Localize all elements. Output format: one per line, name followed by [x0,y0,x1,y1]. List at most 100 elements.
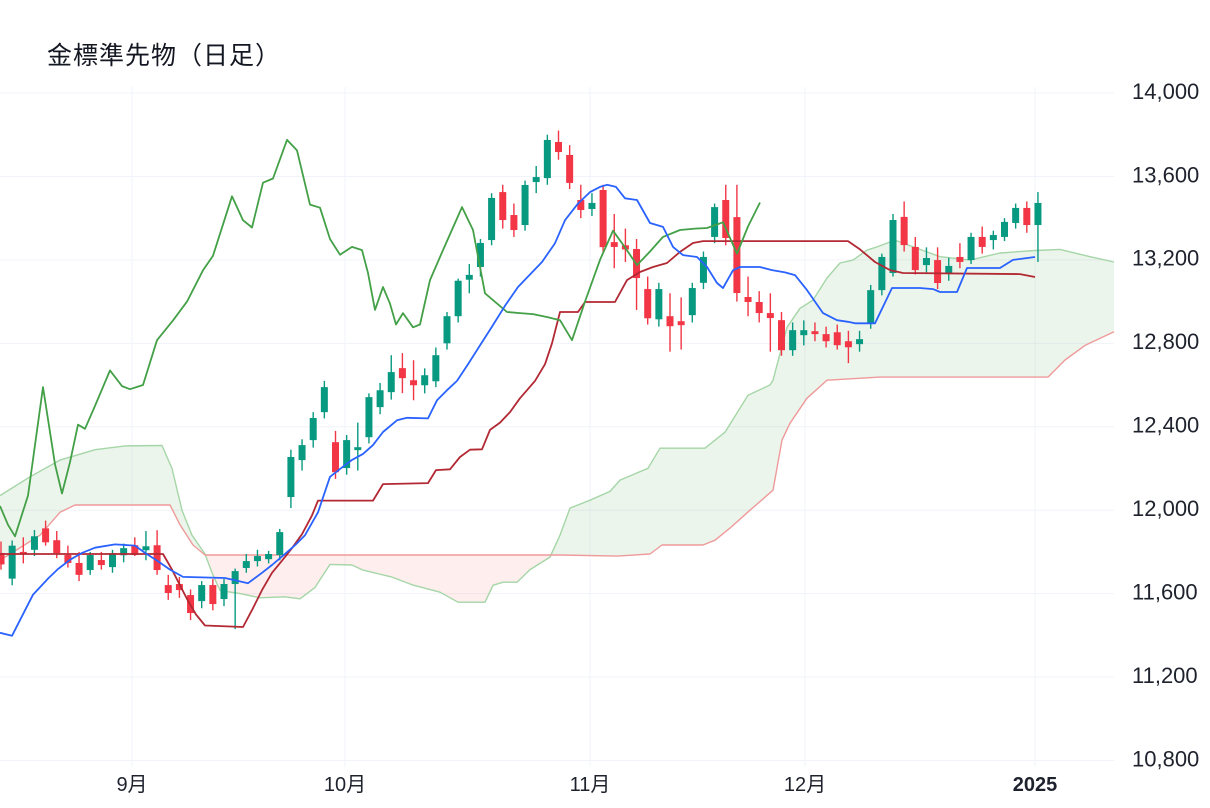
candle [354,422,362,471]
candle-body [131,545,139,556]
candle-body [332,442,339,473]
grid-lines [0,87,1114,767]
candle-body [30,536,38,550]
cloud-bear-region [205,554,551,603]
candle [209,579,217,611]
candle [42,520,50,546]
y-axis-label: 14,000 [1132,79,1199,104]
candle-body [499,192,507,221]
candle-body [309,417,317,441]
candle-body [733,217,741,294]
candle [599,184,607,252]
candle [644,276,652,325]
candle-body [655,289,663,320]
candle [298,439,306,471]
candle [521,180,529,231]
candle [488,193,496,246]
candle-body [86,555,94,571]
candle [175,576,183,598]
candle [120,543,128,563]
candle-body [443,316,451,344]
candle [198,581,206,609]
candle-body [242,561,250,568]
candle [945,257,953,281]
candle-body [532,177,540,183]
candle-body [911,246,919,271]
x-axis-label: 10月 [324,774,366,796]
candle-body [253,556,261,562]
candle-body [97,560,105,566]
candle [421,368,429,394]
candle [956,243,964,269]
candle-body [421,375,429,386]
candle [878,253,886,296]
cloud-bull-region [0,445,205,561]
candle [610,213,618,269]
candle-body [142,546,150,551]
candle-body [711,207,719,237]
candle [989,230,997,250]
candle-body [488,197,496,241]
candle [454,278,462,323]
candle-body [766,313,774,319]
candle [242,553,250,573]
cloud-bull-region [551,240,1114,557]
y-axis[interactable]: 14,000 13,600 13,200 12,800 12,400 12,000 11,6… [1132,79,1199,772]
y-axis-label: 11,600 [1132,579,1198,604]
candle [86,551,94,575]
candle-body [365,397,373,438]
y-axis-label: 12,000 [1132,496,1199,521]
candle [800,320,808,346]
candle [967,232,975,265]
x-axis[interactable]: 9月 10月 11月 12月 2025 [116,774,1057,796]
candle [733,184,741,302]
candle-body [588,202,596,209]
candle [655,282,663,327]
candle-body [677,321,685,326]
candle-body [42,528,50,543]
candle [677,297,685,350]
candle [666,293,674,352]
candle-body [644,289,652,319]
candle-body [432,355,440,382]
candle-body [688,288,696,316]
candle-body [967,236,975,261]
candle [320,380,328,419]
y-axis-label: 12,400 [1132,413,1199,438]
candle [387,355,395,400]
candle [30,530,38,557]
y-axis-label: 11,200 [1132,663,1198,688]
candle [1034,192,1042,262]
candle-body [19,551,27,554]
x-axis-label: 12月 [784,774,826,796]
candle [8,540,16,586]
tenkan-line [0,183,1036,637]
candle [566,145,574,189]
candle-body [75,562,83,575]
y-axis-label: 13,600 [1132,162,1199,187]
candle-body [64,555,72,563]
candle-body [398,368,406,379]
y-axis-label: 12,800 [1132,329,1199,354]
candle [532,166,540,194]
candle [19,537,27,564]
candle-body [454,280,462,317]
candle-body [666,316,674,327]
candle-body [298,445,306,461]
candle-body [1012,207,1020,223]
candle [376,382,384,415]
candle-body [164,585,172,593]
candle-body [231,571,239,585]
kijun-line [0,240,1036,628]
candle-body [934,260,942,284]
candle-body [978,236,986,247]
candle-body [867,290,875,324]
candle-body [1001,221,1008,237]
candle [164,574,172,600]
candle-body [722,200,730,238]
candle-body [555,142,562,153]
x-axis-label: 11月 [570,774,611,796]
candle-body [510,215,518,231]
candle [811,322,819,342]
